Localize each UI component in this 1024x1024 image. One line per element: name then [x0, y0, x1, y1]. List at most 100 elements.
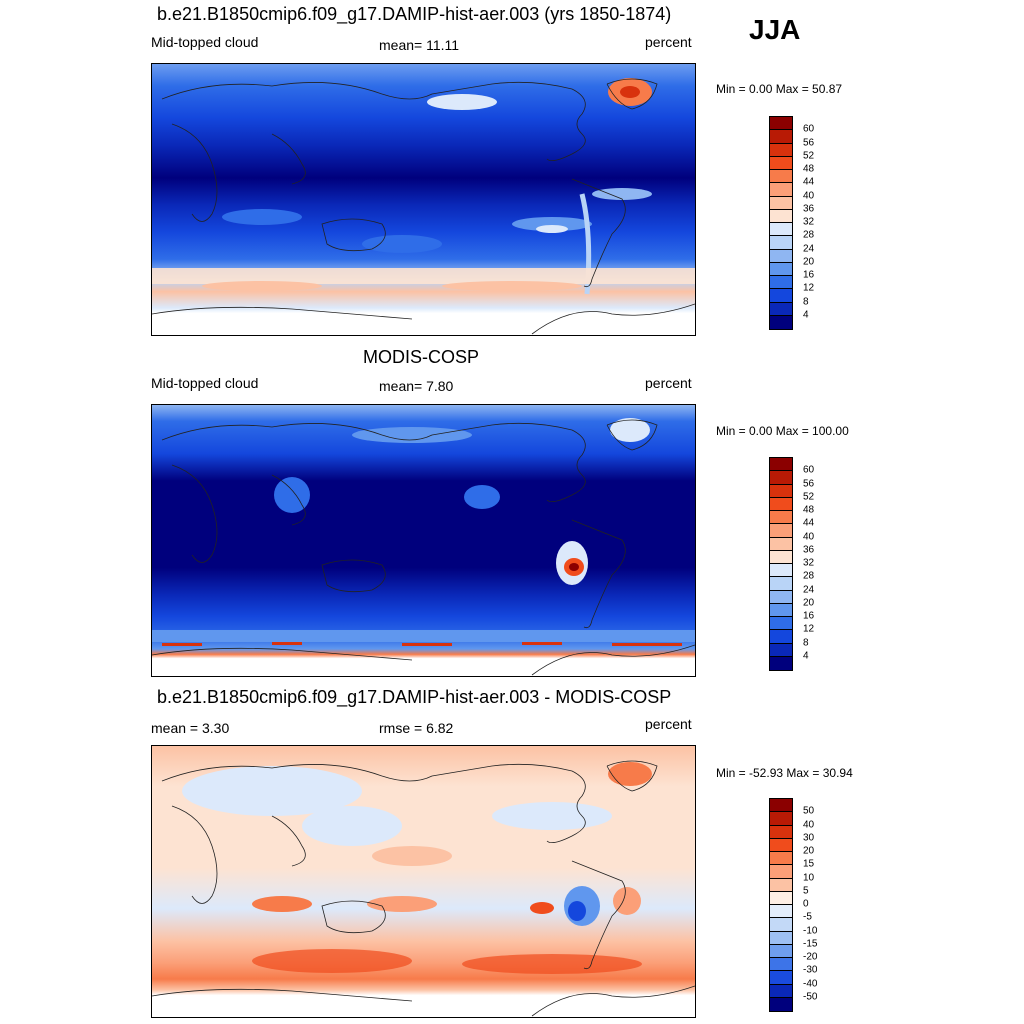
colorbar-swatch	[770, 458, 792, 472]
colorbar-swatch	[770, 630, 792, 644]
colorbar-tick-label: -10	[803, 925, 818, 936]
colorbar-tick-label: -50	[803, 991, 818, 1003]
colorbar-tick-label: 24	[803, 243, 815, 254]
colorbar-swatch	[770, 931, 792, 945]
panel-2-mean-label: mean= 7.80	[379, 378, 454, 394]
colorbar-tick-label: 44	[803, 517, 815, 529]
colorbar-tick-label: 32	[803, 216, 815, 228]
colorbar-swatch	[770, 590, 792, 604]
colorbar-swatch	[770, 799, 792, 813]
colorbar-tick-label: 20	[803, 597, 815, 609]
panel-2-map	[151, 404, 696, 677]
colorbar-swatch	[770, 550, 792, 564]
colorbar-tick-label: -20	[803, 951, 818, 963]
colorbar-tick-label: 12	[803, 282, 815, 294]
colorbar-tick-label: 8	[803, 637, 809, 648]
colorbar-swatch	[770, 156, 792, 170]
colorbar-swatch	[770, 905, 792, 919]
panel-2-colorbar	[769, 457, 793, 671]
colorbar-tick-label: 24	[803, 584, 815, 595]
colorbar-swatch	[770, 656, 792, 670]
panel-3-minmax: Min = -52.93 Max = 30.94	[716, 766, 853, 780]
colorbar-swatch	[770, 143, 792, 157]
colorbar-tick-label: 56	[803, 478, 815, 489]
panel-1-minmax: Min = 0.00 Max = 50.87	[716, 82, 843, 96]
colorbar-tick-label: 48	[803, 504, 815, 516]
colorbar-tick-label: 15	[803, 858, 815, 870]
colorbar-tick-label: -5	[803, 911, 812, 923]
colorbar-tick-label: 28	[803, 570, 815, 582]
colorbar-tick-label: 32	[803, 557, 815, 569]
colorbar-swatch	[770, 617, 792, 631]
panel-3-title: b.e21.B1850cmip6.f09_g17.DAMIP-hist-aer.…	[157, 687, 672, 707]
colorbar-swatch	[770, 276, 792, 290]
colorbar-swatch	[770, 852, 792, 866]
panel-2-left-label: Mid-topped cloud	[151, 375, 259, 391]
colorbar-tick-label: 52	[803, 150, 815, 162]
panel-1-units-label: percent	[645, 34, 692, 50]
colorbar-tick-label: 40	[803, 531, 815, 542]
colorbar-swatch	[770, 130, 792, 144]
colorbar-swatch	[770, 524, 792, 538]
colorbar-swatch	[770, 249, 792, 263]
colorbar-tick-label: 8	[803, 296, 809, 307]
colorbar-tick-label: 60	[803, 123, 815, 135]
season-label: JJA	[749, 14, 801, 45]
panel-3-colorbar-labels: 50 40 30 20 15 10 5 0 -5 -10 -15 -20 -30 -40 -50	[769, 798, 829, 1010]
colorbar-tick-label: 16	[803, 610, 815, 622]
panel-1-colorbar-labels: 60 56 52 48 44 40 36 32 28 24 20 16 12 8 4	[769, 116, 829, 328]
colorbar-tick-label: 52	[803, 491, 815, 503]
colorbar-tick-label: 36	[803, 203, 815, 215]
colorbar-swatch	[770, 577, 792, 591]
colorbar-tick-label: 28	[803, 229, 815, 241]
colorbar-tick-label: 56	[803, 137, 815, 148]
colorbar-swatch	[770, 838, 792, 852]
panel-2-minmax: Min = 0.00 Max = 100.00	[716, 424, 849, 438]
panel-2-title: MODIS-COSP	[363, 347, 480, 367]
colorbar-swatch	[770, 865, 792, 879]
colorbar-swatch	[770, 984, 792, 998]
panel-1-left-label: Mid-topped cloud	[151, 34, 259, 50]
colorbar-tick-label: 48	[803, 163, 815, 175]
colorbar-tick-label: 0	[803, 898, 809, 910]
panel-2-colorbar-labels: 60 56 52 48 44 40 36 32 28 24 20 16 12 8 4	[769, 457, 829, 669]
colorbar-swatch	[770, 603, 792, 617]
colorbar-swatch	[770, 196, 792, 210]
panel-2-units-label: percent	[645, 375, 692, 391]
colorbar-tick-label: 30	[803, 832, 815, 844]
colorbar-tick-label: 50	[803, 805, 815, 817]
colorbar-tick-label: -30	[803, 964, 818, 976]
colorbar-swatch	[770, 183, 792, 197]
panel-3-mean-label: mean = 3.30	[151, 720, 230, 736]
colorbar-swatch	[770, 223, 792, 237]
colorbar-tick-label: 4	[803, 309, 809, 321]
colorbar-swatch	[770, 944, 792, 958]
colorbar-tick-label: 60	[803, 464, 815, 476]
colorbar-swatch	[770, 537, 792, 551]
colorbar-swatch	[770, 918, 792, 932]
colorbar-tick-label: 16	[803, 269, 815, 281]
colorbar-tick-label: 12	[803, 623, 815, 635]
panel-3-map	[151, 745, 696, 1018]
panel-1-mean-label: mean= 11.11	[379, 37, 460, 53]
colorbar-tick-label: 20	[803, 256, 815, 268]
colorbar-tick-label: 5	[803, 885, 809, 897]
panel-3-units-label: percent	[645, 716, 692, 732]
colorbar-swatch	[770, 484, 792, 498]
colorbar-swatch	[770, 825, 792, 839]
panel-3-colorbar	[769, 798, 793, 1012]
colorbar-tick-label: -15	[803, 938, 818, 950]
colorbar-tick-label: 4	[803, 650, 809, 662]
colorbar-swatch	[770, 643, 792, 657]
colorbar-tick-label: 40	[803, 819, 815, 830]
panel-1-map	[151, 63, 696, 336]
colorbar-swatch	[770, 471, 792, 485]
colorbar-tick-label: 44	[803, 176, 815, 188]
colorbar-tick-label: 20	[803, 845, 815, 857]
panel-1-colorbar	[769, 116, 793, 330]
colorbar-swatch	[770, 289, 792, 303]
colorbar-swatch	[770, 117, 792, 131]
colorbar-swatch	[770, 971, 792, 985]
colorbar-swatch	[770, 315, 792, 329]
colorbar-swatch	[770, 997, 792, 1011]
